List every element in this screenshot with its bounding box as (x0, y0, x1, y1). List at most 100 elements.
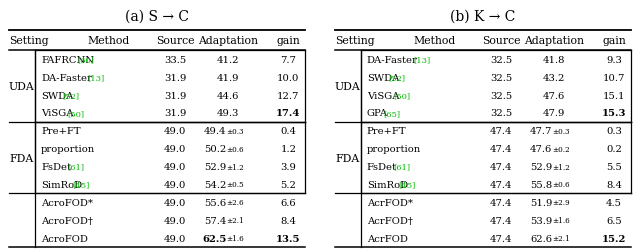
Text: Method: Method (88, 36, 130, 46)
Text: 52.9: 52.9 (204, 162, 227, 171)
Text: Method: Method (413, 36, 456, 46)
Text: 44.6: 44.6 (217, 91, 239, 100)
Text: Pre+FT: Pre+FT (367, 127, 406, 136)
Text: [45]: [45] (72, 181, 90, 189)
Text: 0.3: 0.3 (606, 127, 622, 136)
Text: [60]: [60] (77, 56, 95, 64)
Text: ±0.2: ±0.2 (552, 145, 570, 153)
Text: 9.3: 9.3 (606, 56, 622, 65)
Text: 31.9: 31.9 (164, 91, 186, 100)
Text: Source: Source (482, 36, 520, 46)
Text: FDA: FDA (335, 153, 359, 163)
Text: 32.5: 32.5 (490, 56, 512, 65)
Text: DA-Faster: DA-Faster (367, 56, 418, 65)
Text: 49.0: 49.0 (164, 162, 186, 171)
Text: 47.6: 47.6 (543, 91, 565, 100)
Text: FDA: FDA (10, 153, 34, 163)
Text: (b) K → C: (b) K → C (450, 10, 515, 24)
Text: ±2.1: ±2.1 (552, 234, 570, 242)
Text: 8.4: 8.4 (280, 216, 296, 225)
Text: Adaptation: Adaptation (524, 36, 584, 46)
Text: ViSGA: ViSGA (367, 91, 399, 100)
Text: FsDet: FsDet (367, 162, 397, 171)
Text: 0.4: 0.4 (280, 127, 296, 136)
Text: GPA: GPA (367, 109, 388, 118)
Text: 47.9: 47.9 (543, 109, 565, 118)
Text: ±0.6: ±0.6 (552, 181, 570, 189)
Text: ±2.9: ±2.9 (552, 199, 570, 206)
Text: (a) S → C: (a) S → C (125, 10, 189, 24)
Text: SimRoD: SimRoD (41, 180, 82, 189)
Text: 47.4: 47.4 (490, 216, 512, 225)
Text: gain: gain (602, 36, 626, 46)
Text: 49.0: 49.0 (164, 180, 186, 189)
Text: 47.4: 47.4 (490, 127, 512, 136)
Text: 7.7: 7.7 (280, 56, 296, 65)
Text: 41.8: 41.8 (543, 56, 565, 65)
Text: 3.9: 3.9 (280, 162, 296, 171)
Text: Adaptation: Adaptation (198, 36, 258, 46)
Text: 47.4: 47.4 (490, 162, 512, 171)
Text: AcroFOD*: AcroFOD* (41, 198, 93, 207)
Text: 33.5: 33.5 (164, 56, 186, 65)
Text: ±1.6: ±1.6 (227, 234, 244, 242)
Text: [52]: [52] (63, 92, 79, 100)
Text: 47.4: 47.4 (490, 234, 512, 243)
Text: Setting: Setting (10, 36, 49, 46)
Text: 49.4: 49.4 (204, 127, 227, 136)
Text: SimRoD: SimRoD (367, 180, 408, 189)
Text: SWDA: SWDA (367, 73, 399, 82)
Text: 5.2: 5.2 (280, 180, 296, 189)
Text: 49.0: 49.0 (164, 127, 186, 136)
Text: 62.6: 62.6 (530, 234, 552, 243)
Text: [61]: [61] (393, 163, 410, 171)
Text: [61]: [61] (67, 163, 84, 171)
Text: Pre+FT: Pre+FT (41, 127, 81, 136)
Text: 55.6: 55.6 (204, 198, 227, 207)
Text: 10.0: 10.0 (277, 73, 300, 82)
Text: 15.3: 15.3 (602, 109, 627, 118)
Text: 6.6: 6.6 (280, 198, 296, 207)
Text: 47.4: 47.4 (490, 198, 512, 207)
Text: 12.7: 12.7 (277, 91, 300, 100)
Text: [52]: [52] (388, 74, 405, 82)
Text: AcrFOD*: AcrFOD* (367, 198, 413, 207)
Text: 49.0: 49.0 (164, 234, 186, 243)
Text: [50]: [50] (67, 110, 84, 117)
Text: ±1.6: ±1.6 (552, 216, 570, 224)
Text: AcrFOD†: AcrFOD† (367, 216, 413, 225)
Text: 32.5: 32.5 (490, 91, 512, 100)
Text: 53.9: 53.9 (530, 216, 552, 225)
Text: ±0.3: ±0.3 (227, 127, 244, 135)
Text: 41.9: 41.9 (217, 73, 239, 82)
Text: 54.2: 54.2 (204, 180, 227, 189)
Text: 49.0: 49.0 (164, 198, 186, 207)
Text: [65]: [65] (383, 110, 400, 117)
Text: proportion: proportion (367, 145, 421, 153)
Text: 17.4: 17.4 (276, 109, 301, 118)
Text: UDA: UDA (8, 82, 35, 92)
Text: ±0.3: ±0.3 (552, 127, 570, 135)
Text: AcrFOD: AcrFOD (367, 234, 408, 243)
Text: 47.7: 47.7 (530, 127, 552, 136)
Text: ±2.6: ±2.6 (227, 199, 244, 206)
Text: 10.7: 10.7 (603, 73, 625, 82)
Text: FsDet: FsDet (41, 162, 71, 171)
Text: 43.2: 43.2 (543, 73, 565, 82)
Text: FAFRCNN: FAFRCNN (41, 56, 94, 65)
Text: SWDA: SWDA (41, 91, 74, 100)
Text: [45]: [45] (398, 181, 415, 189)
Text: ViSGA: ViSGA (41, 109, 74, 118)
Text: ±1.2: ±1.2 (552, 163, 570, 171)
Text: Setting: Setting (335, 36, 374, 46)
Text: ±1.2: ±1.2 (227, 163, 244, 171)
Text: 32.5: 32.5 (490, 73, 512, 82)
Text: 55.8: 55.8 (530, 180, 552, 189)
Text: 41.2: 41.2 (217, 56, 239, 65)
Text: UDA: UDA (334, 82, 360, 92)
Text: 49.0: 49.0 (164, 145, 186, 153)
Text: 1.2: 1.2 (280, 145, 296, 153)
Text: 32.5: 32.5 (490, 109, 512, 118)
Text: [13]: [13] (88, 74, 104, 82)
Text: AcroFOD†: AcroFOD† (41, 216, 93, 225)
